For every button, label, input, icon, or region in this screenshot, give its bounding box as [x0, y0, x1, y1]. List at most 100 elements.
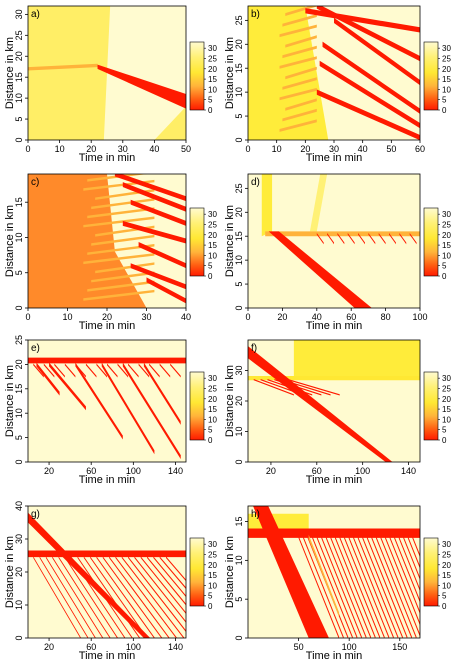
x-tick-label: 0 [245, 144, 250, 154]
y-axis-label: Distance in km [224, 37, 236, 109]
jam-band [71, 556, 125, 638]
x-tick-label: 100 [342, 642, 357, 652]
x-tick-label: 60 [312, 466, 322, 476]
small-jam [43, 363, 55, 378]
jam-band [121, 556, 184, 638]
colorbar-tick-label: 15 [208, 75, 217, 84]
jam-band [316, 535, 358, 638]
colorbar-tick-label: 10 [442, 581, 451, 590]
colorbar-tick-label: 20 [442, 395, 451, 404]
bottleneck-line [28, 550, 186, 558]
fluctuation [91, 198, 155, 210]
colorbar [189, 371, 205, 441]
jam-band [371, 535, 412, 638]
small-jam [54, 363, 65, 378]
x-tick-label: 150 [392, 642, 407, 652]
jam-band [312, 535, 353, 638]
heatmap-area [28, 340, 186, 462]
jam-band [153, 556, 186, 598]
jam-band [389, 535, 420, 615]
small-jam [159, 363, 171, 378]
y-tick-label: 20 [14, 567, 24, 577]
jam-band [36, 362, 60, 396]
y-tick-label: 25 [14, 335, 24, 345]
fluctuation [279, 119, 317, 132]
fluctuation [279, 87, 317, 101]
jam-band [146, 277, 186, 304]
small-jam [378, 232, 386, 245]
colorbar-tick-label: 0 [442, 436, 447, 445]
fluctuation [87, 280, 155, 292]
jam-band [75, 362, 123, 440]
small-jam [75, 363, 86, 378]
y-axis-label: Distance in km [4, 536, 16, 608]
y-tick-label: 10 [234, 426, 244, 436]
panel-label: e) [31, 343, 40, 354]
jam-band [134, 556, 186, 623]
colorbar-tick-label: 15 [208, 405, 217, 414]
jam-band [143, 362, 181, 425]
fluctuation [87, 174, 148, 182]
jam-band [58, 556, 111, 638]
colorbar-tick-label: 20 [442, 561, 451, 570]
jam-band [322, 41, 420, 114]
jam-band [305, 8, 420, 33]
panel-label: b) [251, 9, 260, 20]
x-tick-label: 20 [300, 144, 310, 154]
colorbar [189, 207, 205, 277]
small-jam [117, 363, 129, 378]
plot-frame [27, 339, 187, 463]
jam-band [122, 182, 186, 212]
x-tick-label: 10 [62, 312, 72, 322]
colorbar [423, 41, 439, 111]
x-tick-label: 60 [86, 642, 96, 652]
y-axis-label: Distance in km [4, 37, 16, 109]
jam-band [77, 556, 133, 638]
fluctuation [282, 77, 317, 90]
jam-band [130, 199, 186, 226]
jam-front [97, 64, 186, 109]
plot-frame [247, 505, 421, 639]
heatmap-area [28, 174, 186, 308]
jam-band [316, 6, 420, 62]
colorbar-tick-label: 5 [208, 262, 213, 271]
y-tick-label: 0 [234, 305, 244, 310]
small-jam [260, 379, 304, 396]
jam-band [330, 535, 371, 638]
jam-band [385, 535, 420, 626]
small-jam [316, 232, 324, 245]
y-tick-label: 25 [234, 15, 244, 25]
small-jam [85, 363, 97, 378]
colorbar-tick-label: 30 [442, 44, 451, 53]
y-tick-label: 0 [14, 137, 24, 142]
fluctuation [282, 108, 317, 122]
fluctuation [83, 289, 155, 301]
jam-band [375, 535, 417, 638]
colorbar-tick-label: 15 [208, 241, 217, 250]
y-tick-label: 10 [14, 232, 24, 242]
x-tick-label: 10 [55, 144, 65, 154]
colorbar-tick-label: 0 [208, 436, 213, 445]
colorbar-tick-label: 10 [442, 251, 451, 260]
fluctuation [279, 24, 317, 38]
jam-band [344, 535, 385, 638]
jam-band [398, 535, 420, 592]
x-axis-label: Time in min [79, 474, 135, 486]
y-tick-label: 0 [234, 635, 244, 640]
fluctuation [95, 262, 155, 274]
y-tick-label: 25 [234, 183, 244, 193]
colorbar-tick-label: 10 [442, 415, 451, 424]
x-tick-label: 50 [294, 642, 304, 652]
small-jam [347, 232, 355, 245]
colorbar-tick-label: 25 [442, 550, 451, 559]
colorbar-tick-label: 0 [442, 106, 447, 115]
colorbar-tick-label: 5 [208, 426, 213, 435]
y-axis-label: Distance in km [4, 205, 16, 277]
colorbar-tick-label: 10 [208, 415, 217, 424]
colorbar-tick-label: 5 [442, 592, 447, 601]
colorbar-tick-label: 5 [442, 262, 447, 271]
inflow-region [261, 174, 273, 237]
